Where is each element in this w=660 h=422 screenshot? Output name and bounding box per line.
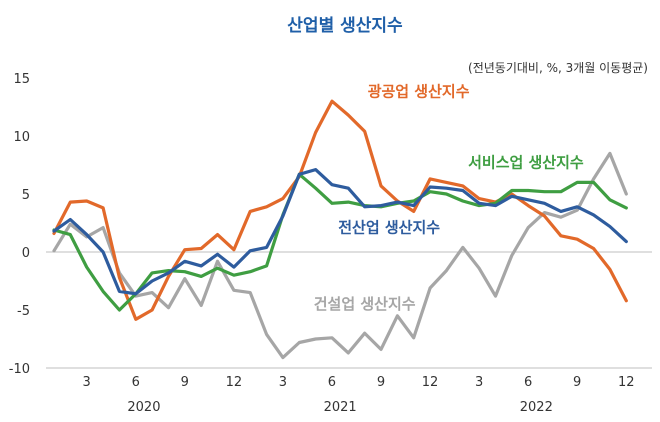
series-label: 광공업 생산지수 [368, 83, 470, 101]
series-line [52, 168, 628, 296]
x-tick-label: 6 [524, 375, 532, 390]
year-label: 2022 [520, 400, 553, 415]
series-label: 서비스업 생산지수 [468, 153, 584, 171]
series-line [52, 172, 628, 312]
y-tick-label: 0 [22, 246, 30, 261]
series-group [52, 99, 628, 360]
x-tick-label: 3 [279, 375, 287, 390]
x-tick-label: 12 [422, 375, 439, 390]
y-tick-label: -10 [9, 362, 30, 377]
y-tick-label: 10 [13, 130, 30, 145]
chart-title: 산업별 생산지수 [287, 16, 403, 36]
y-tick-label: 15 [13, 72, 30, 87]
year-label: 2021 [324, 400, 357, 415]
series-line [52, 99, 628, 321]
series-line [52, 151, 628, 360]
series-label: 건설업 생산지수 [314, 295, 416, 313]
x-tick-label: 9 [573, 375, 581, 390]
x-axis-years: 2020 2021 2022 [127, 400, 552, 415]
y-axis-ticks: 15 10 5 0 -5 -10 [9, 72, 30, 377]
x-axis-ticks: 3 6 9 12 3 6 9 12 3 6 9 12 [83, 375, 635, 390]
year-label: 2020 [127, 400, 160, 415]
x-tick-label: 3 [475, 375, 483, 390]
y-tick-label: -5 [17, 304, 30, 319]
x-tick-label: 6 [328, 375, 336, 390]
x-tick-label: 12 [226, 375, 243, 390]
x-tick-label: 9 [377, 375, 385, 390]
x-tick-label: 6 [132, 375, 140, 390]
y-tick-label: 5 [22, 188, 30, 203]
x-tick-label: 12 [618, 375, 635, 390]
chart-subtitle: (전년동기대비, %, 3개월 이동평균) [468, 61, 648, 75]
series-label: 전산업 생산지수 [338, 218, 440, 236]
x-tick-label: 3 [83, 375, 91, 390]
x-tick-label: 9 [181, 375, 189, 390]
